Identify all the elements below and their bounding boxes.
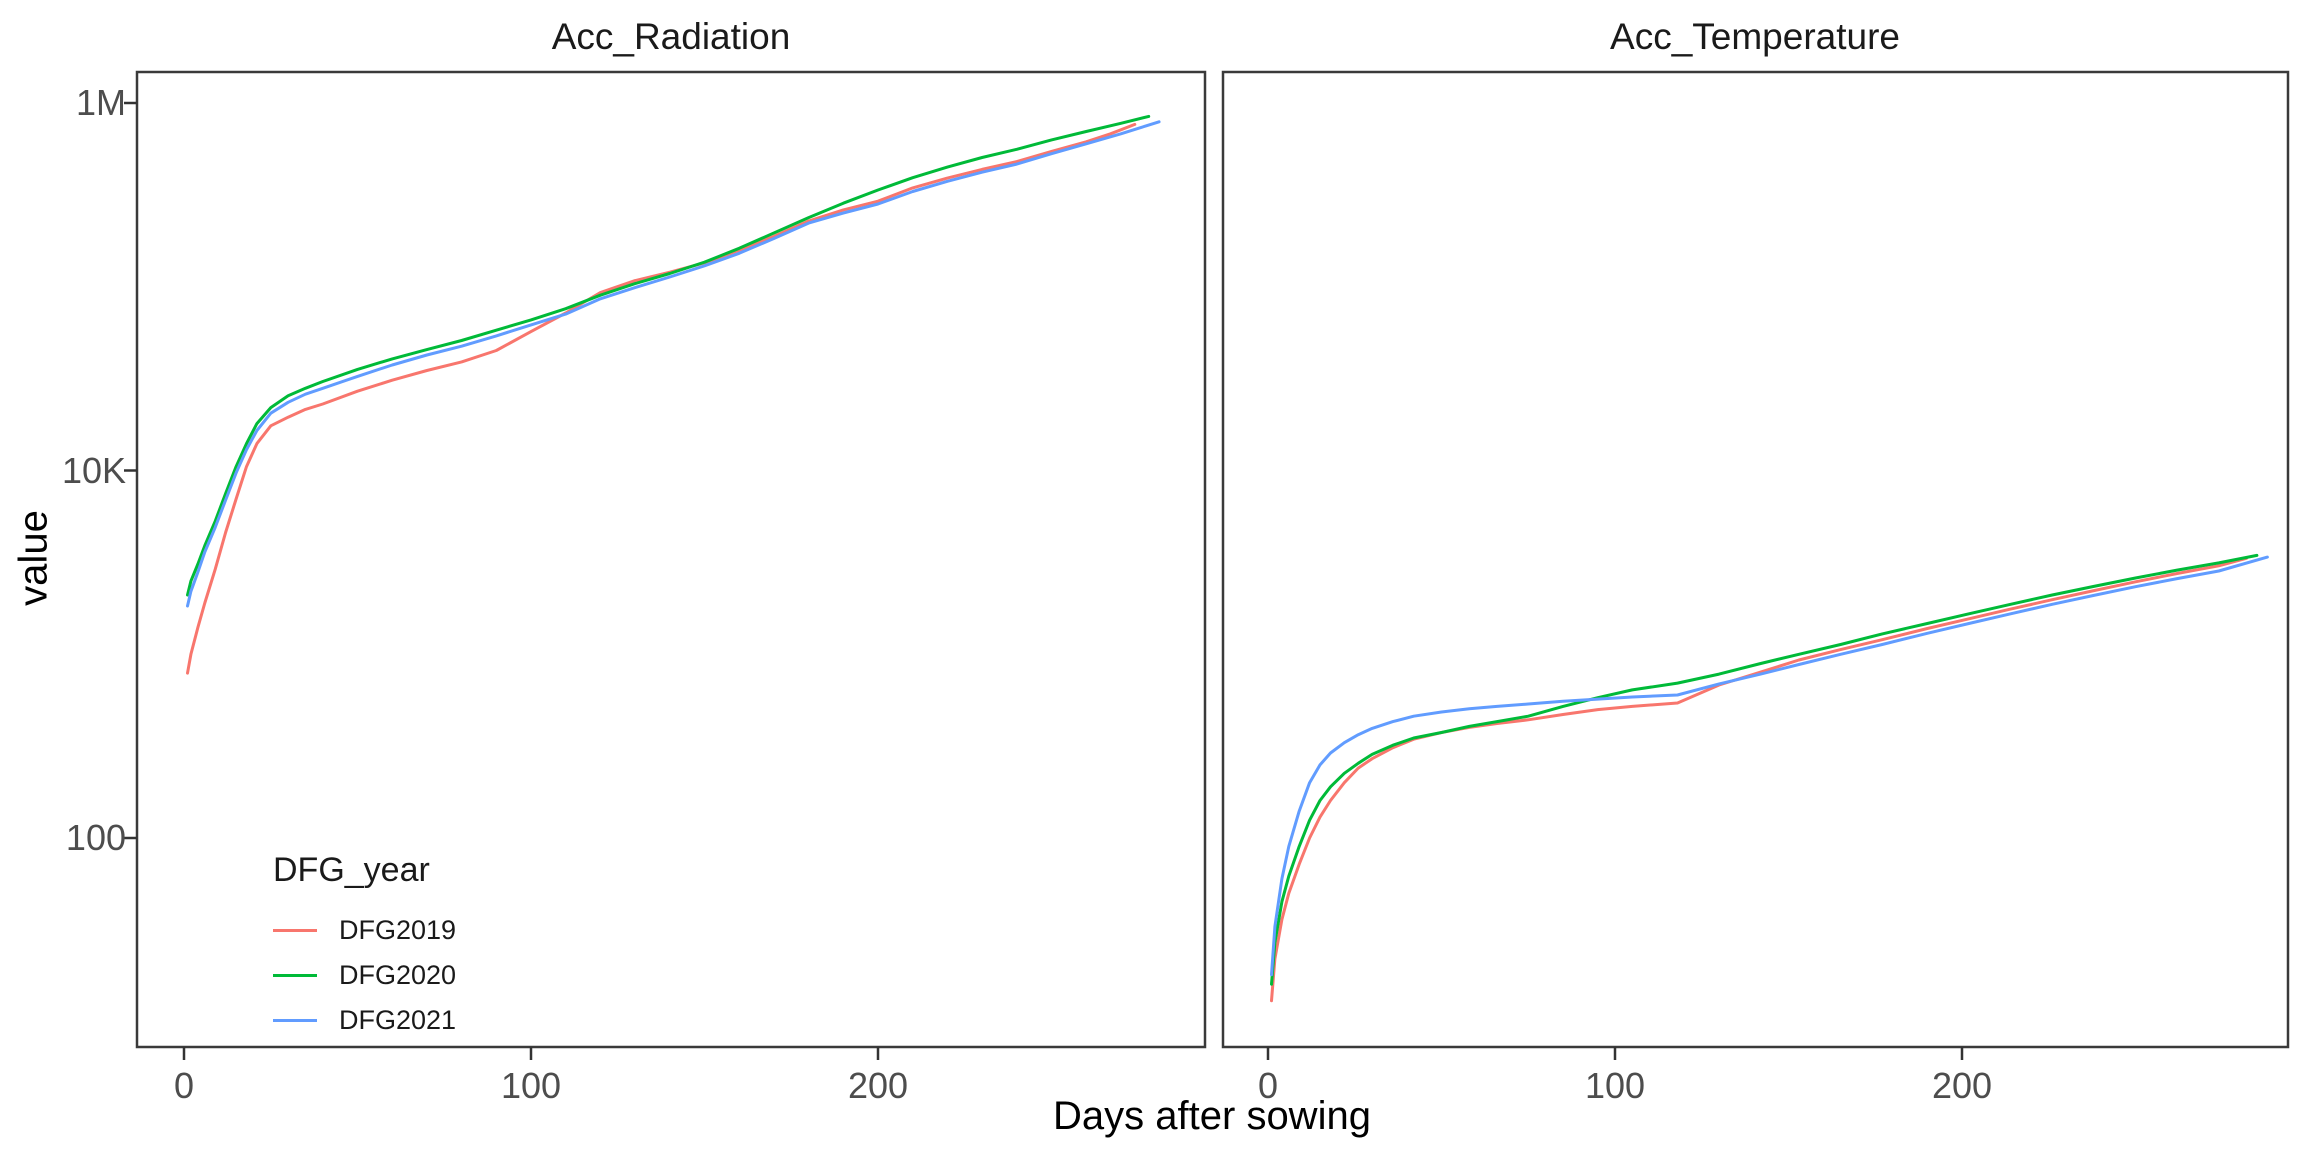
x-tick-label: 0	[173, 1065, 195, 1106]
legend-item-label: DFG2020	[339, 960, 457, 990]
legend-title: DFG_year	[273, 851, 430, 889]
panel-border	[135, 70, 1207, 1049]
legend-item-dfg2021: DFG2021	[273, 998, 456, 1043]
legend-item-label: DFG2021	[339, 1005, 457, 1035]
facet-title-acc-radiation: Acc_Radiation	[551, 16, 791, 57]
x-tick-label: 200	[847, 1065, 909, 1106]
legend-key-line	[273, 1019, 317, 1022]
line-dfg2021	[1270, 555, 2269, 977]
x-tick-label: 100	[1584, 1065, 1646, 1106]
legend-item-label: DFG2019	[339, 915, 457, 945]
x-axis-title: Days after sowing	[1053, 1094, 1371, 1138]
panel-border	[1221, 70, 2290, 1049]
legend-items: DFG2019 DFG2020 DFG2021	[273, 908, 456, 1043]
facet-title-acc-temperature: Acc_Temperature	[1610, 16, 1900, 57]
line-dfg2021	[186, 120, 1161, 608]
line-dfg2020	[1270, 553, 2259, 986]
legend-key-line	[273, 929, 317, 932]
y-tick-label: 10K	[61, 449, 126, 491]
line-dfg2019	[1270, 556, 2248, 1003]
legend-item-dfg2020: DFG2020	[273, 953, 456, 998]
y-tick-label: 100	[65, 817, 126, 858]
line-dfg2019	[186, 122, 1137, 675]
legend: DFG_year DFG2019 DFG2020 DFG2021	[273, 851, 456, 1043]
legend-item-dfg2019: DFG2019	[273, 908, 456, 953]
y-axis-tick-labels: 1M 10K 100	[0, 0, 126, 1152]
line-dfg2020	[186, 114, 1151, 597]
x-tick-label: 0	[1257, 1065, 1279, 1106]
legend-key-line	[273, 974, 317, 977]
x-tick-label: 200	[1931, 1065, 1993, 1106]
x-tick-label: 100	[500, 1065, 562, 1106]
y-tick-label: 1M	[75, 82, 126, 123]
